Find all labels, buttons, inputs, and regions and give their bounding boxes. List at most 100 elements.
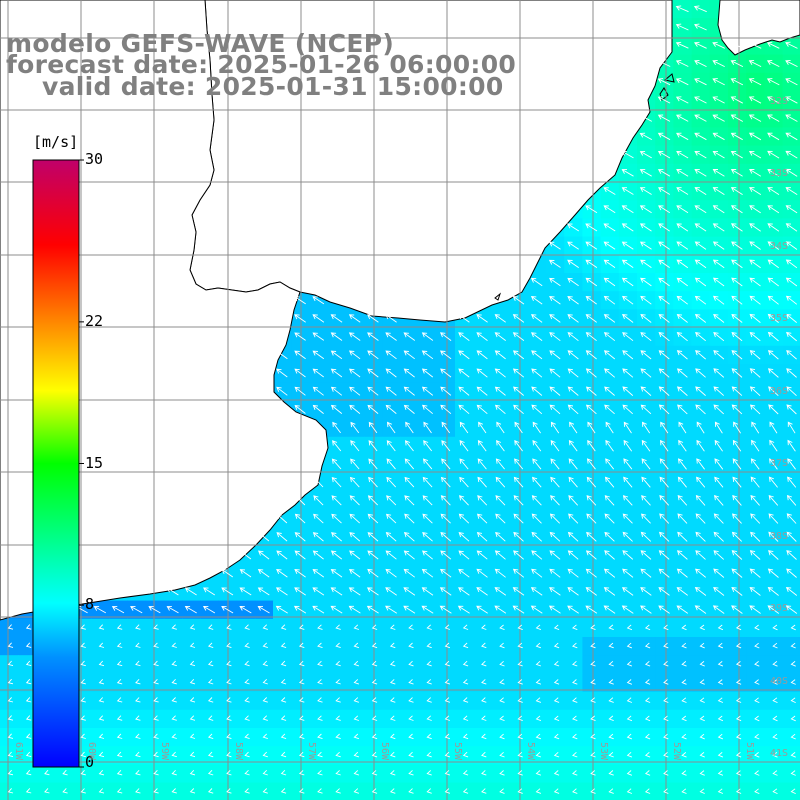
- wind-arrow: [590, 788, 596, 794]
- wind-arrow: [659, 476, 669, 488]
- wind-arrow: [767, 605, 780, 614]
- wind-arrow: [312, 296, 325, 305]
- wind-arrow: [749, 605, 761, 614]
- wind-arrow: [590, 770, 596, 776]
- wind-arrow: [730, 150, 743, 159]
- wind-arrow: [462, 679, 469, 685]
- wind-arrow: [768, 550, 779, 560]
- wind-arrow: [550, 421, 560, 434]
- wind-arrow: [330, 587, 343, 596]
- latitude-label: 40S: [770, 676, 789, 687]
- wind-arrow: [116, 715, 123, 721]
- wind-arrow: [732, 476, 742, 488]
- wind-arrow: [80, 642, 86, 648]
- wind-arrow: [731, 550, 743, 560]
- wind-arrow: [786, 494, 797, 506]
- wind-arrow: [7, 715, 14, 721]
- wind-arrow: [658, 404, 670, 415]
- wind-arrow: [426, 770, 432, 776]
- wind-arrow: [735, 733, 742, 740]
- longitude-label: 54W: [525, 742, 536, 761]
- wind-arrow: [658, 205, 671, 214]
- wind-arrow: [694, 277, 707, 287]
- wind-arrow: [389, 660, 396, 667]
- wind-arrow: [189, 697, 196, 703]
- wind-arrow: [548, 259, 561, 268]
- wind-arrow: [153, 624, 159, 630]
- wind-arrow: [481, 733, 487, 740]
- wind-arrow: [7, 624, 14, 630]
- wind-arrow: [476, 404, 488, 415]
- wind-arrow: [513, 404, 524, 415]
- wind-arrow: [786, 386, 797, 397]
- wind-arrow: [748, 59, 762, 68]
- wind-arrow: [767, 313, 779, 323]
- wind-arrow: [462, 642, 469, 649]
- wind-arrow: [153, 769, 159, 776]
- wind-arrow: [330, 332, 343, 341]
- wind-arrow: [349, 386, 361, 396]
- wind-arrow: [730, 132, 743, 141]
- wind-arrow: [294, 550, 306, 560]
- wind-arrow: [404, 458, 415, 470]
- wind-arrow: [658, 332, 670, 342]
- wind-arrow: [658, 368, 670, 378]
- wind-arrow: [587, 421, 596, 434]
- wind-arrow: [116, 788, 123, 794]
- wind-arrow: [585, 404, 597, 415]
- wind-arrow: [226, 678, 232, 685]
- wind-arrow: [640, 259, 652, 268]
- wind-arrow: [481, 642, 487, 649]
- wind-arrow: [207, 788, 214, 794]
- wind-arrow: [535, 697, 542, 703]
- wind-arrow: [604, 368, 615, 378]
- wind-arrow: [639, 132, 653, 140]
- wind-arrow: [477, 439, 487, 452]
- wind-arrow: [530, 295, 543, 305]
- wind-arrow: [622, 368, 634, 378]
- wind-arrow: [317, 788, 323, 794]
- wind-arrow: [476, 532, 488, 542]
- wind-arrow: [476, 568, 488, 578]
- wind-arrow: [244, 660, 250, 667]
- wind-arrow: [25, 751, 32, 758]
- wind-arrow: [785, 295, 798, 305]
- wind-arrow: [153, 733, 159, 739]
- wind-arrow: [640, 386, 652, 396]
- wind-arrow: [367, 404, 379, 414]
- wind-arrow: [408, 770, 414, 776]
- wind-arrow: [605, 458, 615, 470]
- wind-arrow: [276, 513, 288, 524]
- wind-arrow: [276, 550, 288, 560]
- wind-arrow: [694, 241, 707, 250]
- wind-arrow: [312, 314, 325, 323]
- wind-arrow: [626, 642, 633, 649]
- wind-arrow: [567, 332, 579, 342]
- wind-arrow: [313, 476, 324, 488]
- wind-arrow: [621, 205, 634, 214]
- wind-arrow: [499, 642, 505, 649]
- wind-arrow: [712, 259, 725, 269]
- wind-arrow: [749, 550, 761, 560]
- wind-arrow: [731, 241, 743, 250]
- wind-arrow: [767, 586, 779, 596]
- wind-arrow: [135, 660, 141, 667]
- wind-arrow: [787, 439, 796, 452]
- wind-arrow: [7, 788, 14, 794]
- wind-arrow: [368, 458, 378, 470]
- wind-arrow: [786, 404, 797, 415]
- wind-arrow: [317, 770, 323, 776]
- wind-arrow: [675, 41, 689, 49]
- wind-arrow: [312, 368, 324, 378]
- wind-arrow: [226, 715, 232, 721]
- wind-arrow: [786, 513, 797, 524]
- wind-arrow: [676, 187, 689, 195]
- wind-arrow: [549, 513, 561, 524]
- wind-arrow: [572, 751, 578, 758]
- wind-arrow: [535, 770, 542, 776]
- wind-arrow: [604, 404, 615, 415]
- wind-arrow: [608, 788, 614, 794]
- wind-arrow: [280, 715, 287, 721]
- wind-arrow: [422, 532, 433, 542]
- wind-arrow: [422, 550, 433, 560]
